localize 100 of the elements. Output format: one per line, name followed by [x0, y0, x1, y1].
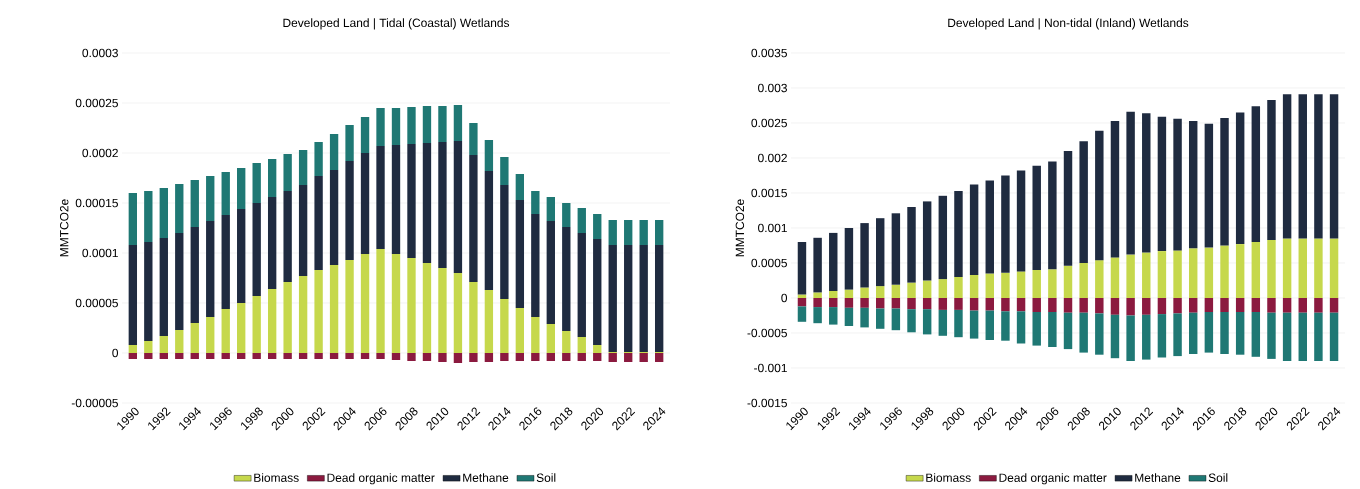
bar: [453, 141, 463, 273]
bar: [797, 298, 807, 307]
bar: [1220, 312, 1229, 354]
bar: [422, 263, 432, 353]
y-tick-label: 0.002: [758, 153, 787, 163]
bar: [1251, 312, 1261, 357]
bar: [1126, 315, 1135, 361]
bar: [159, 336, 168, 353]
bar: [922, 309, 932, 335]
bar: [453, 105, 463, 141]
bar: [1157, 251, 1167, 298]
bar: [577, 233, 586, 337]
bar: [639, 220, 648, 245]
bar: [1282, 312, 1292, 361]
bar: [252, 296, 261, 353]
bar: [159, 353, 168, 359]
bar: [190, 353, 199, 359]
bar: [329, 265, 339, 353]
bar: [1126, 111, 1135, 255]
bar: [1126, 298, 1135, 316]
bar: [159, 238, 168, 336]
bar: [1188, 298, 1198, 313]
bar: [813, 237, 822, 293]
bar: [1063, 298, 1073, 313]
bar: [1095, 313, 1104, 355]
bar: [1235, 312, 1245, 355]
bar: [453, 353, 463, 363]
bar: [128, 353, 138, 359]
bar: [985, 310, 994, 340]
bar: [938, 309, 948, 336]
bar: [813, 292, 822, 298]
chart-title: Developed Land | Tidal (Coastal) Wetlands: [283, 18, 510, 30]
bar: [938, 279, 948, 298]
bar: [1314, 238, 1323, 298]
bar: [221, 353, 230, 359]
bar: [190, 323, 199, 353]
bar: [922, 201, 932, 281]
bar: [283, 191, 292, 282]
bar: [829, 298, 838, 308]
bar: [1251, 106, 1261, 242]
bar: [360, 153, 370, 254]
y-tick-label: 0.0035: [751, 48, 787, 58]
bar: [407, 144, 416, 258]
bar: [237, 168, 246, 209]
bar: [190, 227, 199, 323]
bar: [907, 282, 916, 298]
bar: [267, 353, 277, 359]
bar: [875, 298, 885, 309]
bar: [654, 245, 664, 352]
bar: [531, 214, 540, 317]
bar: [345, 125, 354, 161]
bar: [1048, 161, 1057, 270]
bar: [624, 353, 633, 362]
bar: [515, 353, 525, 361]
bar: [484, 353, 494, 362]
bar: [237, 353, 246, 359]
bar: [608, 353, 617, 362]
bar: [562, 203, 571, 227]
bar: [577, 353, 586, 361]
bar: [1048, 298, 1057, 312]
bar: [1173, 250, 1182, 298]
bar: [1204, 298, 1214, 312]
bar: [1063, 312, 1073, 350]
y-tick-label: -0.00005: [71, 398, 118, 408]
bar: [1220, 118, 1229, 246]
legend-label: Biomass: [254, 473, 299, 482]
bar: [593, 214, 602, 239]
bar: [907, 298, 916, 310]
bar: [954, 277, 963, 298]
bar: [469, 282, 478, 353]
bar: [1142, 314, 1151, 360]
chart-title: Developed Land | Non-tidal (Inland) Wetlands: [948, 18, 1189, 30]
bar: [938, 298, 948, 310]
bar: [562, 227, 571, 331]
bar: [267, 289, 277, 353]
bar: [484, 140, 494, 171]
bar: [422, 106, 432, 143]
bar: [1126, 254, 1135, 298]
bar: [500, 353, 509, 361]
bar: [1032, 298, 1041, 312]
bar: [283, 353, 292, 359]
bar: [391, 108, 401, 145]
bar: [985, 298, 994, 311]
bar: [1204, 247, 1214, 298]
bar: [797, 306, 807, 322]
bar: [175, 330, 184, 353]
bar: [1001, 298, 1010, 312]
bar: [376, 249, 385, 353]
y-tick-label: 0: [112, 348, 119, 358]
bar: [438, 353, 447, 362]
bar: [128, 245, 138, 345]
bar: [1314, 312, 1323, 361]
bar: [1157, 298, 1167, 315]
bar: [1267, 99, 1276, 240]
bar: [1095, 130, 1104, 261]
legend-label: Dead organic matter: [999, 473, 1107, 485]
y-tick-label: 0.0001: [82, 248, 118, 258]
bar: [1048, 269, 1057, 298]
bar: [1142, 113, 1151, 253]
y-tick-label: -0.0015: [747, 398, 787, 408]
